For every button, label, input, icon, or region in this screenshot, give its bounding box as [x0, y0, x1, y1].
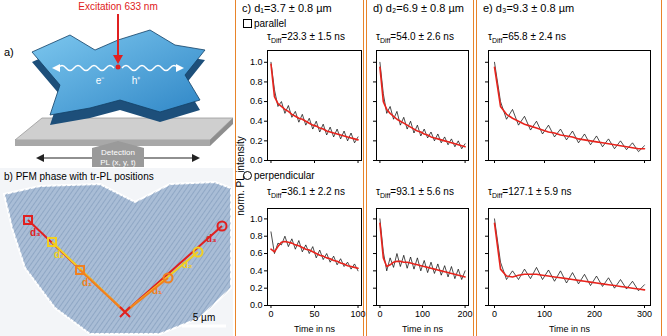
svg-text:d₁: d₁ [82, 277, 92, 288]
svg-text:0.6: 0.6 [250, 248, 263, 258]
svg-text:d₂: d₂ [54, 249, 65, 260]
svg-text:0.8: 0.8 [250, 231, 263, 241]
html-text:norm. PL intensity: norm. PL intensity [235, 136, 246, 216]
html-text:τDiff=127.1 ± 5.9 ns: τDiff=127.1 ± 5.9 ns [488, 186, 572, 199]
svg-text:Excitation 633 nm: Excitation 633 nm [78, 1, 158, 12]
svg-text:0.4: 0.4 [250, 266, 263, 276]
svg-text:200: 200 [458, 309, 473, 319]
html-text:τDiff=54.0 ± 2.6 ns: τDiff=54.0 ± 2.6 ns [376, 31, 454, 44]
svg-text:0.2: 0.2 [250, 283, 263, 293]
html-text:τDiff=36.1 ± 2.2 ns: τDiff=36.1 ± 2.2 ns [267, 186, 345, 199]
html-text:τDiff=65.8 ± 2.4 ns: τDiff=65.8 ± 2.4 ns [488, 31, 566, 44]
html-text:c) d₁=3.7 ± 0.8 µm: c) d₁=3.7 ± 0.8 µm [242, 2, 332, 14]
svg-text:0.0: 0.0 [250, 300, 263, 310]
svg-text:0.4: 0.4 [250, 116, 263, 126]
svg-text:Time in ns: Time in ns [294, 324, 336, 334]
svg-text:e⁻: e⁻ [96, 75, 106, 86]
svg-text:Time in ns: Time in ns [549, 324, 591, 334]
svg-text:d₂: d₂ [182, 259, 193, 270]
html-text:d) d₂=6.9 ± 0.8 µm: d) d₂=6.9 ± 0.8 µm [373, 2, 464, 14]
svg-text:a): a) [4, 46, 14, 58]
svg-text:100: 100 [537, 309, 552, 319]
svg-text:0.6: 0.6 [250, 96, 263, 106]
svg-text:50: 50 [309, 309, 319, 319]
svg-text:0.8: 0.8 [250, 77, 263, 87]
svg-text:PL (x, y, t): PL (x, y, t) [100, 158, 136, 167]
svg-text:200: 200 [587, 309, 602, 319]
svg-text:0: 0 [492, 309, 497, 319]
svg-text:100: 100 [351, 309, 366, 319]
svg-text:0: 0 [268, 309, 273, 319]
svg-text:b) PFM phase with tr-PL positi: b) PFM phase with tr-PL positions [4, 171, 154, 182]
svg-text:1.0: 1.0 [250, 57, 263, 67]
html-text:parallel: parallel [254, 18, 287, 29]
svg-text:0: 0 [377, 309, 382, 319]
html-text:e) d₃=9.3 ± 0.8 µm: e) d₃=9.3 ± 0.8 µm [483, 2, 575, 14]
svg-text:0.0: 0.0 [250, 155, 263, 165]
html-text:τDiff=93.1 ± 5.6 ns: τDiff=93.1 ± 5.6 ns [376, 186, 454, 199]
svg-text:d₃: d₃ [206, 233, 217, 244]
svg-text:300: 300 [637, 309, 652, 319]
svg-text:Time in ns: Time in ns [402, 324, 444, 334]
svg-text:0.2: 0.2 [250, 136, 263, 146]
svg-text:100: 100 [415, 309, 430, 319]
svg-text:5 µm: 5 µm [193, 312, 215, 323]
svg-text:Detection: Detection [101, 148, 135, 157]
svg-text:1.0: 1.0 [250, 214, 263, 224]
html-text:perpendicular: perpendicular [254, 170, 315, 181]
svg-text:d₃: d₃ [30, 227, 41, 238]
svg-text:d₁: d₁ [152, 285, 162, 296]
html-text:τDiff=23.3 ± 1.5 ns: τDiff=23.3 ± 1.5 ns [267, 31, 345, 44]
svg-text:h⁺: h⁺ [132, 75, 142, 86]
